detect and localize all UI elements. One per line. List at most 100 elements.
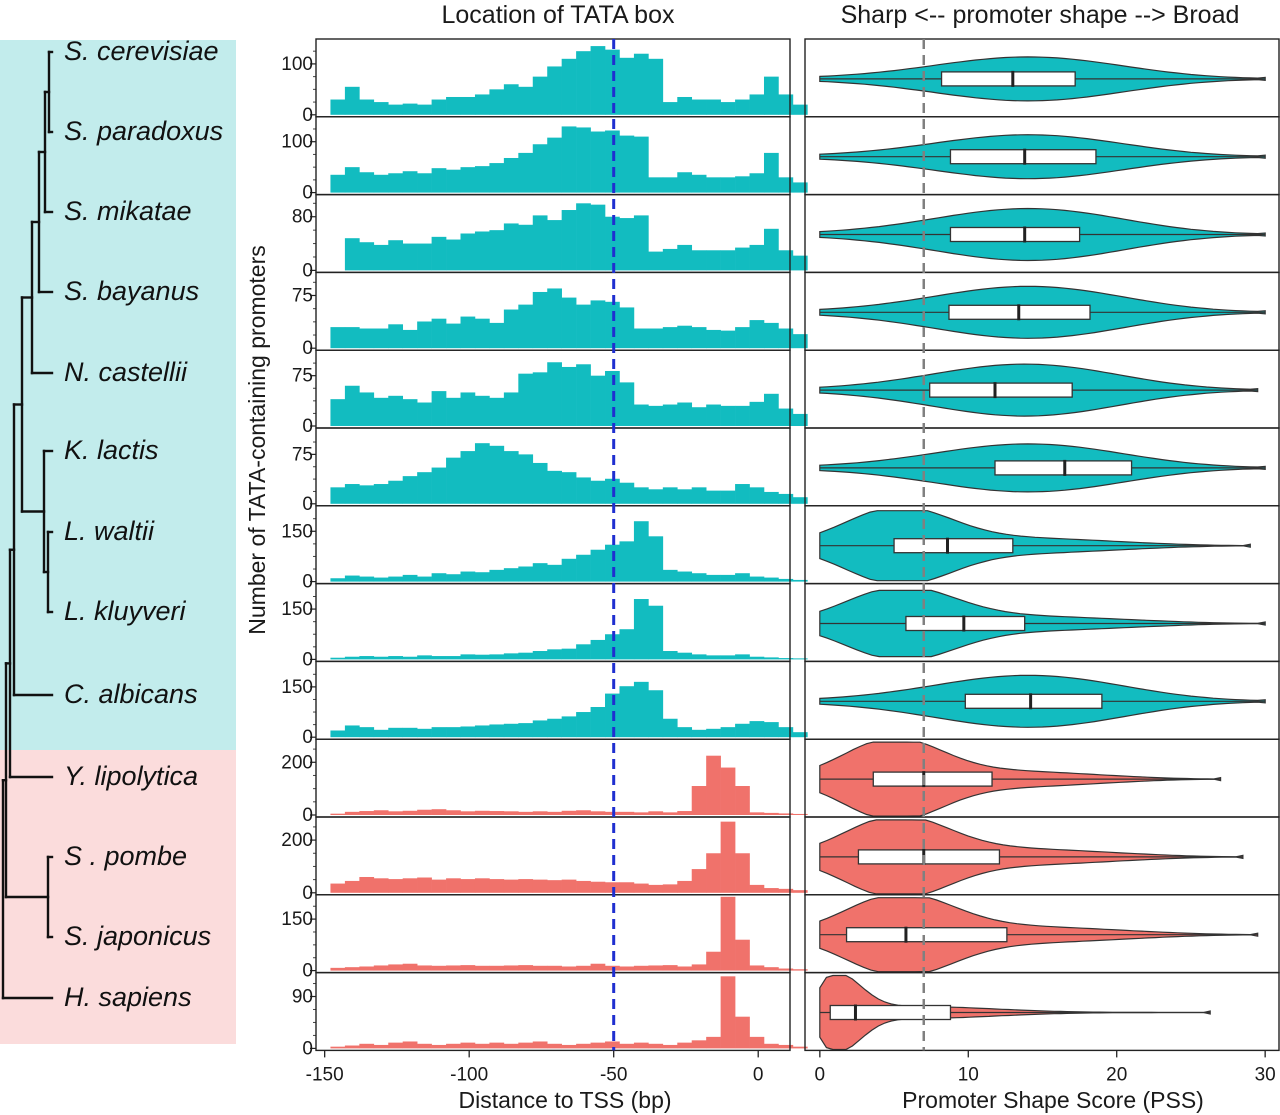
histogram-bar bbox=[532, 720, 548, 738]
histogram-bar bbox=[402, 963, 418, 971]
histogram-bar bbox=[763, 228, 779, 271]
histogram-bar bbox=[373, 484, 389, 504]
histogram-bar bbox=[778, 578, 794, 582]
histogram-bar bbox=[532, 811, 548, 815]
histogram-bar bbox=[359, 99, 375, 115]
histogram-bar bbox=[633, 681, 649, 738]
histogram-bar bbox=[706, 99, 721, 115]
histogram-bar bbox=[763, 657, 779, 660]
histogram-bar bbox=[388, 811, 404, 815]
histogram-bar bbox=[489, 1042, 505, 1049]
histogram-bar bbox=[359, 242, 375, 271]
histogram-bar bbox=[633, 965, 649, 971]
y-tick-label: 0 bbox=[302, 649, 313, 670]
histogram-bar bbox=[561, 126, 577, 193]
violin-n-castellii bbox=[804, 349, 1280, 429]
histogram-bar bbox=[792, 413, 808, 426]
histogram-bar bbox=[359, 576, 375, 582]
histogram-bar bbox=[474, 878, 490, 893]
histogram-bar bbox=[590, 707, 606, 738]
histogram-bar bbox=[359, 966, 375, 971]
histogram-bar bbox=[344, 656, 360, 660]
histogram-bar bbox=[359, 392, 375, 426]
x-tick-label: 0 bbox=[815, 1064, 826, 1085]
histogram-bar bbox=[518, 86, 534, 115]
histogram-bar bbox=[532, 372, 548, 426]
histogram-bar bbox=[706, 853, 721, 893]
histogram-bar bbox=[619, 218, 635, 271]
histogram-bar bbox=[648, 965, 664, 971]
histogram-bar bbox=[532, 215, 548, 271]
histogram-bar bbox=[619, 629, 635, 660]
histogram-bar bbox=[460, 811, 476, 815]
histogram-bar bbox=[735, 573, 750, 582]
y-tick-label: 0 bbox=[302, 1038, 313, 1059]
y-tick-label: 200 bbox=[281, 752, 313, 773]
histogram-bar bbox=[662, 487, 678, 504]
histogram-y-label: Number of TATA-containing promoters bbox=[244, 245, 270, 634]
violin-box bbox=[857, 849, 1001, 865]
histogram-bar bbox=[431, 879, 447, 893]
histogram-bar bbox=[388, 576, 404, 582]
y-tick-label: 90 bbox=[292, 987, 313, 1008]
histogram-bar bbox=[446, 323, 461, 349]
histogram-bar bbox=[489, 89, 505, 115]
histogram-bar bbox=[489, 397, 505, 426]
histogram-s-paradoxus: 0 100 bbox=[281, 116, 808, 204]
histogram-bar bbox=[489, 445, 505, 504]
violin-box bbox=[893, 538, 1014, 554]
violin-box bbox=[829, 1004, 952, 1021]
histogram-bar bbox=[417, 655, 432, 660]
histogram-bar bbox=[662, 248, 678, 271]
species-label-s-pombe: S . pombe bbox=[64, 841, 187, 871]
histogram-bar bbox=[735, 939, 750, 971]
histogram-bar bbox=[446, 656, 461, 660]
histogram-bar bbox=[706, 951, 721, 971]
histogram-bar bbox=[691, 407, 707, 426]
histogram-bar bbox=[576, 644, 591, 660]
histogram-bar bbox=[373, 729, 389, 738]
histogram-bar bbox=[590, 639, 606, 660]
histogram-bar bbox=[677, 325, 693, 349]
histogram-bar bbox=[792, 104, 808, 115]
histogram-bar bbox=[503, 723, 519, 738]
histogram-bar bbox=[561, 648, 577, 660]
species-label-l-waltii: L. waltii bbox=[64, 516, 155, 546]
histogram-bar bbox=[691, 174, 707, 193]
histogram-s-pombe: 0 200 bbox=[281, 816, 808, 904]
violin-box bbox=[940, 71, 1076, 87]
y-tick-label: 75 bbox=[292, 444, 313, 465]
histogram-bar bbox=[720, 655, 736, 660]
species-labels: S. cerevisiae S. paradoxus S. mikatae S. ba… bbox=[64, 36, 223, 1012]
histogram-bar bbox=[359, 811, 375, 815]
histogram-bar bbox=[460, 96, 476, 115]
y-tick-label: 150 bbox=[281, 909, 313, 930]
y-tick-label: 0 bbox=[302, 494, 313, 515]
histogram-bar bbox=[388, 480, 404, 504]
violin-y-lipolytica bbox=[804, 738, 1280, 818]
violin-c-albicans bbox=[804, 660, 1280, 740]
histogram-bar bbox=[735, 853, 750, 893]
histogram-bar bbox=[561, 472, 577, 504]
histogram-bar bbox=[691, 869, 707, 893]
histogram-bar bbox=[590, 549, 606, 582]
histogram-bar bbox=[388, 395, 404, 426]
histogram-bar bbox=[561, 810, 577, 815]
histogram-s-bayanus: 0 75 bbox=[292, 271, 808, 359]
histogram-bar bbox=[677, 880, 693, 893]
histogram-bar bbox=[749, 401, 765, 426]
histogram-bar bbox=[576, 203, 591, 271]
x-tick-label: -100 bbox=[450, 1064, 488, 1085]
histogram-bar bbox=[619, 135, 635, 193]
histogram-bar bbox=[778, 250, 794, 271]
species-label-s-cerevisiae: S. cerevisiae bbox=[64, 36, 219, 66]
histogram-bar bbox=[691, 573, 707, 582]
x-tick-label: -150 bbox=[306, 1064, 344, 1085]
histogram-c-albicans: 0 150 bbox=[281, 660, 808, 748]
histogram-bar bbox=[417, 965, 432, 971]
histogram-bar bbox=[706, 728, 721, 738]
histogram-bar bbox=[532, 144, 548, 193]
histogram-bar bbox=[344, 725, 360, 738]
histogram-bar bbox=[792, 182, 808, 193]
